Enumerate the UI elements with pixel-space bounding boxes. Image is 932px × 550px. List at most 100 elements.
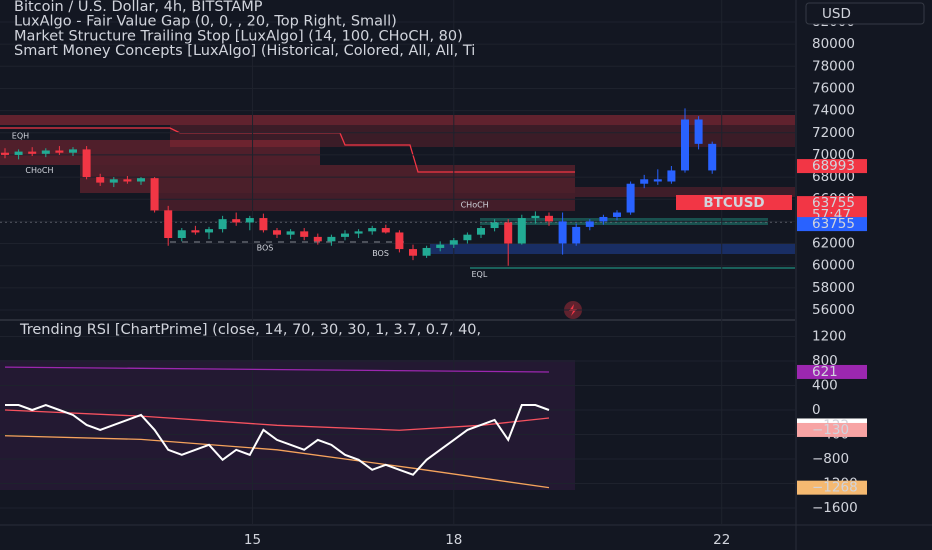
ticker: BTCUSD (703, 195, 764, 211)
candle-body (395, 232, 404, 250)
candle-body (28, 151, 37, 154)
candle-body (177, 230, 186, 238)
y-tick-label: 56000 (812, 302, 855, 318)
candle-body (409, 249, 417, 256)
candle-body (150, 178, 159, 211)
candle-body (259, 218, 268, 231)
rsi-line (4, 435, 550, 489)
price-tag-label: 63755 (812, 195, 855, 211)
candle-body (381, 228, 390, 233)
currency-button[interactable] (805, 2, 925, 25)
x-tick-label: 15 (244, 532, 261, 548)
price-tag (797, 159, 867, 174)
zone (0, 140, 320, 165)
candle-body (477, 228, 485, 235)
candle-body (327, 236, 336, 242)
candle-body (694, 119, 703, 144)
candle-body (640, 179, 649, 184)
candle-body (613, 212, 621, 217)
zone (170, 125, 795, 147)
candle-body (449, 240, 458, 245)
price-tag (797, 217, 867, 232)
candle-body (653, 179, 662, 182)
candle-body (205, 229, 213, 233)
y-tick-label: 1200 (812, 329, 846, 345)
legend-line: Market Structure Trailing Stop [LuxAlgo]… (14, 28, 463, 44)
value-tag-label: −1268 (812, 480, 858, 496)
value-tag (797, 364, 867, 379)
candle-body (585, 221, 594, 227)
annotation: BOS (257, 243, 274, 252)
candle-body (313, 236, 322, 242)
candle-body (286, 231, 295, 235)
candle-body (504, 222, 513, 244)
candle-body (341, 233, 349, 237)
candle-body (1, 152, 9, 155)
candle-body (436, 244, 445, 248)
candle-body (545, 215, 553, 222)
zone (430, 243, 795, 254)
value-tag (797, 422, 867, 437)
candle-body (354, 231, 363, 234)
candle-body (273, 230, 281, 235)
candle-body (531, 215, 540, 219)
y-tick-label: 74000 (812, 103, 855, 119)
rsi-line (4, 409, 550, 431)
candle-body (422, 247, 431, 256)
value-tag-label: −130 (812, 422, 849, 438)
y-tick-label: 76000 (812, 80, 855, 96)
annotation: BOS (372, 249, 389, 258)
candle-body (626, 183, 635, 213)
zone (150, 193, 575, 211)
candle-body (137, 178, 145, 182)
candle-body (82, 149, 91, 178)
candle-body (517, 218, 526, 244)
candle-body (300, 231, 309, 237)
legend-line: Bitcoin / U.S. Dollar, 4h, BITSTAMP (14, 0, 263, 15)
legend-line: LuxAlgo - Fair Value Gap (0, 0, , 20, To… (14, 14, 397, 30)
y-tick-label: 70000 (812, 147, 855, 163)
candle-body (55, 150, 64, 153)
annotation: EQH (12, 132, 29, 141)
y-tick-label: 62000 (812, 236, 855, 252)
y-tick-label: 0 (812, 402, 821, 418)
candle-body (41, 150, 50, 154)
candle-body (463, 234, 472, 241)
value-tag-label: 621 (812, 364, 838, 380)
candle-body (708, 143, 717, 171)
y-tick-label: −1600 (812, 500, 858, 516)
candle-body (96, 177, 105, 183)
x-tick-label: 22 (713, 532, 730, 548)
annotation: CHoCH (461, 200, 489, 209)
y-tick-label: 60000 (812, 258, 855, 274)
zone (80, 165, 575, 193)
rsi-line (5, 403, 550, 476)
candle-body (232, 219, 241, 223)
candle-body (681, 119, 689, 171)
price-tag-label: 68993 (812, 158, 855, 174)
candle-body (109, 179, 118, 183)
y-tick-label: 400 (812, 378, 838, 394)
candle-body (599, 216, 608, 222)
ticker-tag (676, 195, 792, 210)
currency: USD (822, 6, 851, 22)
trailing-stop (0, 127, 575, 173)
candle-body (123, 179, 132, 182)
candle-body (368, 228, 377, 232)
rsi-line (4, 366, 550, 373)
annotation: EQL (471, 270, 487, 279)
candle-body (14, 151, 23, 155)
candle-body (572, 226, 581, 244)
x-tick-label: 18 (445, 532, 462, 548)
candle-body (245, 218, 254, 223)
indicator-title: Trending RSI [ChartPrime] (close, 14, 70… (19, 322, 481, 338)
y-tick-label: 72000 (812, 125, 855, 141)
candle-body (490, 222, 499, 229)
candle-body (558, 221, 567, 244)
annotation: CHoCH (25, 166, 53, 175)
legend-line: Smart Money Concepts [LuxAlgo] (Historic… (14, 43, 475, 59)
candle-body (191, 230, 200, 233)
